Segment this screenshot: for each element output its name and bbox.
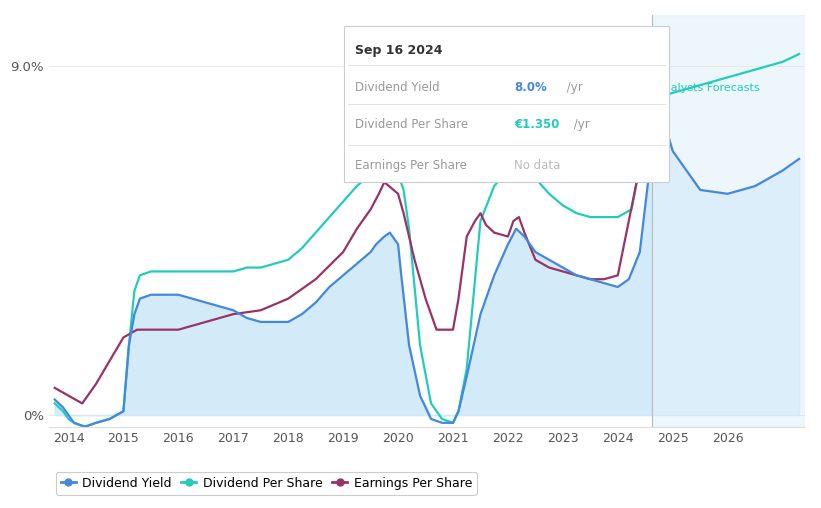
Legend: Dividend Yield, Dividend Per Share, Earnings Per Share: Dividend Yield, Dividend Per Share, Earn… [56, 471, 477, 494]
Text: €1.350: €1.350 [514, 118, 559, 131]
Text: Analysts Forecasts: Analysts Forecasts [656, 83, 760, 93]
Text: 8.0%: 8.0% [514, 81, 547, 94]
Text: Dividend Yield: Dividend Yield [355, 81, 440, 94]
Text: /yr: /yr [571, 118, 590, 131]
Text: Dividend Per Share: Dividend Per Share [355, 118, 468, 131]
Text: Earnings Per Share: Earnings Per Share [355, 160, 467, 172]
Text: No data: No data [514, 160, 560, 172]
Text: /yr: /yr [563, 81, 583, 94]
FancyBboxPatch shape [344, 25, 668, 182]
Text: Sep 16 2024: Sep 16 2024 [355, 44, 443, 57]
Text: Past: Past [626, 83, 649, 93]
Bar [652, 15, 805, 427]
